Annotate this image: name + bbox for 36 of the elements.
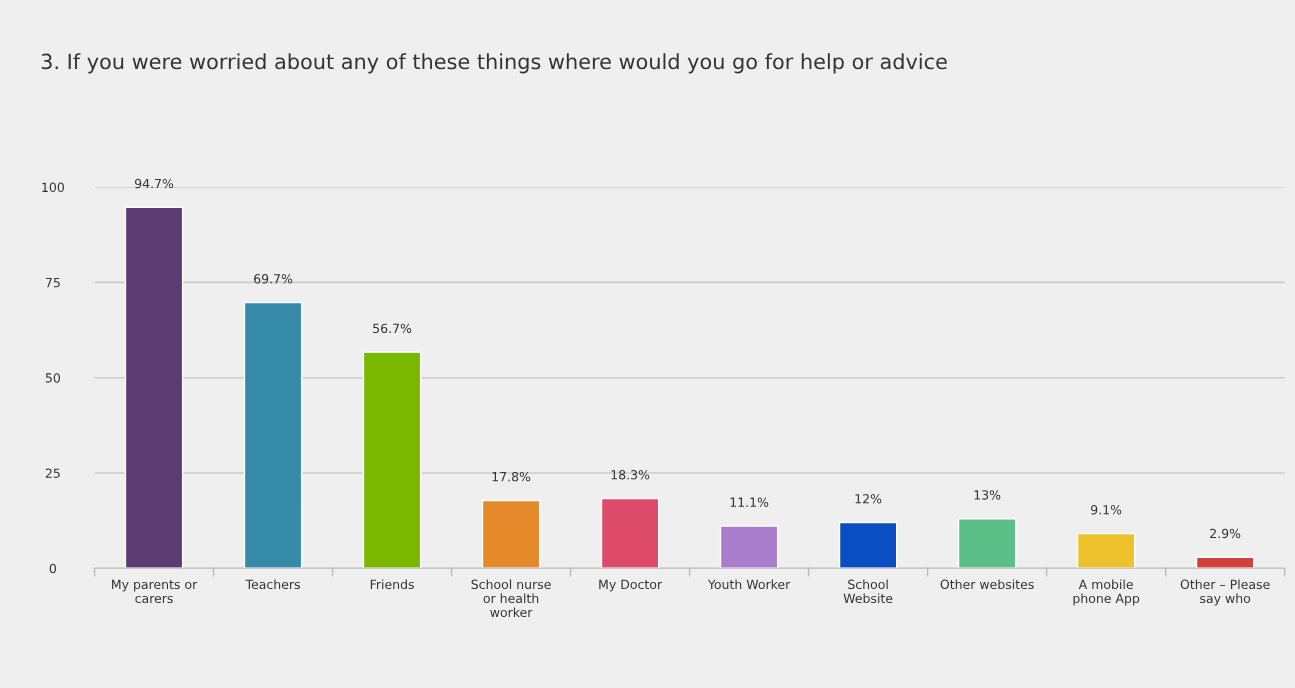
bar	[481, 499, 541, 569]
x-tick-label: My parents or carers	[112, 579, 198, 604]
bar	[1195, 556, 1255, 569]
chart-title: 3. If you were worried about any of these things where would you go for help or advice	[41, 53, 947, 74]
x-tick-label: Teachers	[245, 579, 300, 590]
bar	[600, 497, 660, 569]
bar	[243, 301, 303, 569]
y-tick-label: 75	[45, 278, 60, 288]
x-tick-label: Youth Worker	[707, 579, 791, 590]
data-label: 12%	[855, 494, 882, 504]
data-label: 13%	[974, 490, 1001, 500]
y-tick-label: 25	[45, 468, 60, 478]
x-tick-label: School nurse or health worker	[471, 579, 551, 618]
data-label: 94.7%	[134, 178, 174, 189]
bar	[838, 521, 898, 569]
data-label: 11.1%	[730, 497, 769, 507]
x-tick-label: School Website	[843, 579, 893, 604]
data-label: 9.1%	[1091, 505, 1122, 515]
x-tick-label: Other websites	[940, 579, 1034, 590]
bar	[362, 351, 422, 569]
data-label: 17.8%	[492, 471, 531, 482]
bar	[957, 518, 1017, 569]
bar	[1076, 532, 1136, 569]
x-tick-label: Friends	[370, 579, 414, 590]
bar	[124, 206, 184, 569]
x-tick-label: My Doctor	[599, 579, 663, 592]
data-label: 18.3%	[611, 469, 650, 480]
y-tick-label: 50	[45, 373, 60, 383]
data-label: 2.9%	[1210, 528, 1241, 539]
data-label: 69.7%	[254, 274, 293, 284]
y-tick-label: 100	[42, 182, 64, 193]
x-tick-label: A mobile phone App	[1073, 579, 1140, 606]
bar	[719, 525, 779, 569]
x-tick-label: Other – Please say who	[1180, 579, 1270, 606]
y-tick-label: 0	[49, 563, 57, 574]
data-label: 56.7%	[373, 323, 412, 334]
